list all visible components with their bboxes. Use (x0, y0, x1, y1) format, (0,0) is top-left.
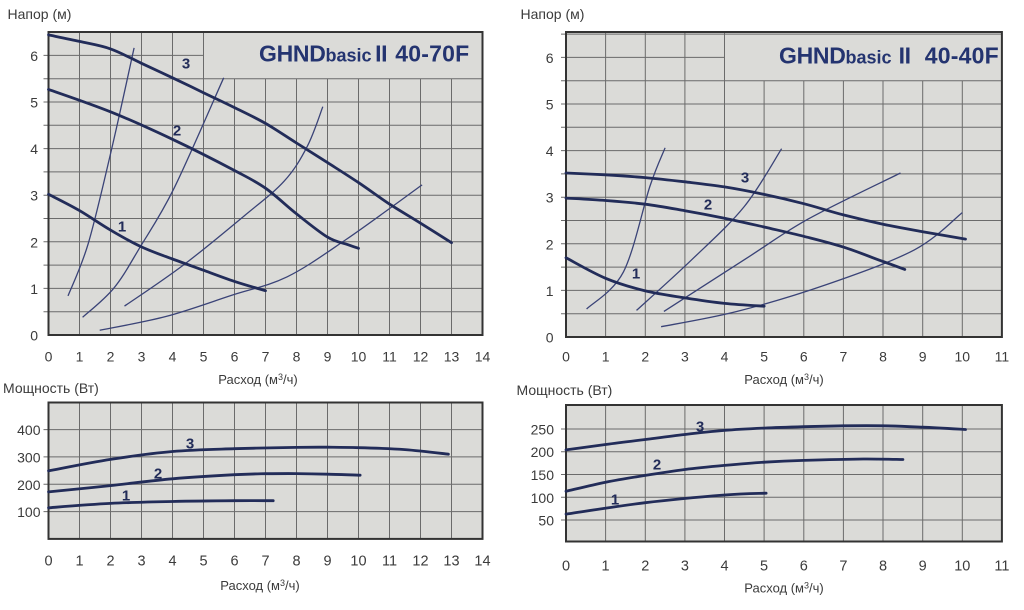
svg-text:Напор (м): Напор (м) (521, 6, 585, 22)
svg-text:0: 0 (44, 554, 52, 570)
svg-text:100: 100 (531, 490, 555, 506)
svg-text:11: 11 (382, 349, 397, 365)
svg-text:4: 4 (721, 349, 729, 365)
svg-text:5: 5 (760, 559, 768, 575)
svg-text:250: 250 (531, 422, 555, 438)
svg-text:1: 1 (75, 554, 83, 570)
svg-text:1: 1 (632, 266, 640, 283)
svg-text:11: 11 (994, 559, 1009, 575)
svg-text:Расход (м3/ч): Расход (м3/ч) (220, 578, 299, 593)
svg-text:7: 7 (261, 554, 269, 570)
svg-text:Мощность (Вт): Мощность (Вт) (3, 380, 99, 396)
svg-text:5: 5 (30, 95, 38, 111)
svg-text:0: 0 (45, 349, 53, 365)
svg-text:11: 11 (995, 349, 1010, 365)
svg-text:8: 8 (292, 554, 300, 570)
svg-text:3: 3 (137, 554, 145, 570)
svg-text:400: 400 (17, 422, 41, 438)
svg-text:3: 3 (681, 349, 689, 365)
svg-text:9: 9 (919, 559, 927, 575)
svg-text:1: 1 (30, 281, 38, 297)
svg-text:6: 6 (546, 50, 554, 66)
svg-text:3: 3 (182, 56, 190, 73)
svg-text:13: 13 (443, 554, 459, 570)
svg-text:7: 7 (262, 349, 270, 365)
svg-text:10: 10 (351, 349, 367, 365)
svg-text:5: 5 (546, 97, 554, 113)
svg-text:7: 7 (840, 349, 848, 365)
svg-text:10: 10 (954, 559, 970, 575)
svg-text:3: 3 (681, 559, 689, 575)
svg-text:150: 150 (531, 467, 555, 483)
svg-text:0: 0 (30, 328, 38, 344)
svg-text:100: 100 (17, 504, 41, 520)
svg-text:5: 5 (200, 349, 208, 365)
svg-text:Мощность (Вт): Мощность (Вт) (517, 382, 613, 398)
svg-text:6: 6 (30, 48, 38, 64)
svg-text:4: 4 (720, 559, 728, 575)
svg-text:10: 10 (955, 349, 971, 365)
svg-text:0: 0 (546, 330, 554, 346)
svg-text:0: 0 (562, 559, 570, 575)
svg-text:2: 2 (546, 236, 554, 252)
svg-text:4: 4 (30, 141, 38, 157)
svg-text:13: 13 (444, 349, 460, 365)
svg-text:1: 1 (122, 488, 130, 505)
svg-text:3: 3 (696, 419, 704, 436)
svg-text:1: 1 (546, 283, 554, 299)
svg-text:6: 6 (800, 559, 808, 575)
svg-text:5: 5 (760, 349, 768, 365)
svg-text:50: 50 (538, 513, 554, 529)
svg-text:3: 3 (741, 170, 749, 187)
svg-text:5: 5 (199, 554, 207, 570)
svg-text:Напор (м): Напор (м) (8, 6, 72, 22)
svg-text:200: 200 (17, 477, 41, 493)
svg-text:12: 12 (413, 349, 429, 365)
svg-text:14: 14 (475, 349, 491, 365)
svg-text:3: 3 (30, 188, 38, 204)
svg-text:Расход (м3/ч): Расход (м3/ч) (218, 372, 297, 387)
svg-text:10: 10 (350, 554, 366, 570)
svg-text:8: 8 (879, 349, 887, 365)
svg-text:1: 1 (602, 349, 610, 365)
svg-text:9: 9 (323, 554, 331, 570)
svg-text:3: 3 (186, 436, 194, 453)
svg-text:4: 4 (168, 554, 176, 570)
svg-text:1: 1 (76, 349, 84, 365)
svg-text:8: 8 (293, 349, 301, 365)
svg-text:1: 1 (118, 219, 126, 236)
svg-text:Расход (м3/ч): Расход (м3/ч) (744, 372, 823, 387)
svg-text:2: 2 (641, 349, 649, 365)
svg-text:4: 4 (546, 143, 554, 159)
svg-text:Расход (м3/ч): Расход (м3/ч) (744, 581, 823, 596)
svg-text:1: 1 (611, 492, 619, 509)
svg-text:2: 2 (107, 349, 115, 365)
svg-text:1: 1 (602, 559, 610, 575)
svg-text:6: 6 (231, 349, 239, 365)
svg-text:0: 0 (562, 349, 570, 365)
svg-text:12: 12 (412, 554, 428, 570)
svg-text:8: 8 (879, 559, 887, 575)
svg-text:6: 6 (800, 349, 808, 365)
svg-text:2: 2 (154, 466, 162, 483)
svg-text:6: 6 (230, 554, 238, 570)
svg-text:7: 7 (839, 559, 847, 575)
svg-text:2: 2 (704, 197, 712, 214)
svg-text:4: 4 (169, 349, 177, 365)
svg-text:3: 3 (546, 190, 554, 206)
svg-text:2: 2 (653, 457, 661, 474)
svg-text:11: 11 (382, 554, 397, 570)
svg-text:300: 300 (17, 449, 41, 465)
svg-text:9: 9 (324, 349, 332, 365)
svg-text:2: 2 (173, 123, 181, 140)
svg-text:2: 2 (106, 554, 114, 570)
svg-text:3: 3 (138, 349, 146, 365)
svg-text:14: 14 (474, 554, 490, 570)
svg-text:2: 2 (30, 234, 38, 250)
svg-text:9: 9 (919, 349, 927, 365)
svg-text:200: 200 (531, 444, 555, 460)
svg-text:2: 2 (641, 559, 649, 575)
